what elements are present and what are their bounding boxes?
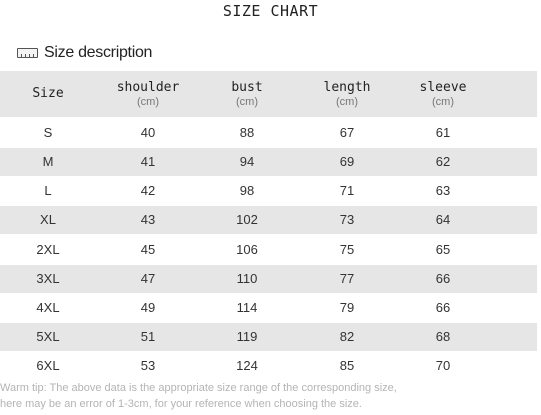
table-row: 4XL 49 114 79 66 bbox=[0, 294, 537, 322]
shoulder-cell: 49 bbox=[140, 300, 156, 315]
sleeve-cell: 62 bbox=[435, 154, 451, 169]
bust-cell: 124 bbox=[236, 358, 258, 373]
ruler-icon bbox=[17, 48, 38, 58]
section-header: Size description bbox=[17, 43, 152, 63]
column-header-bust: bust (cm) bbox=[231, 71, 262, 117]
column-name: shoulder bbox=[116, 79, 180, 95]
length-cell: 75 bbox=[339, 242, 355, 257]
shoulder-cell: 47 bbox=[140, 271, 156, 286]
sleeve-cell: 63 bbox=[435, 183, 451, 198]
sleeve-cell: 66 bbox=[435, 271, 451, 286]
sleeve-cell: 66 bbox=[435, 300, 451, 315]
shoulder-cell: 40 bbox=[140, 125, 156, 140]
warm-tip-line: here may be an error of 1-3cm, for your … bbox=[0, 398, 362, 410]
size-cell: 5XL bbox=[36, 329, 60, 344]
column-name: Size bbox=[32, 86, 64, 101]
shoulder-cell: 43 bbox=[140, 212, 156, 227]
column-unit: (cm) bbox=[236, 95, 258, 108]
column-unit: (cm) bbox=[137, 95, 159, 108]
table-row: XL 43 102 73 64 bbox=[0, 206, 537, 234]
length-cell: 67 bbox=[339, 125, 355, 140]
sleeve-cell: 65 bbox=[435, 242, 451, 257]
bust-cell: 88 bbox=[239, 125, 255, 140]
table-row: 2XL 45 106 75 65 bbox=[0, 236, 537, 264]
table-row: 3XL 47 110 77 66 bbox=[0, 265, 537, 293]
bust-cell: 106 bbox=[236, 242, 258, 257]
length-cell: 79 bbox=[339, 300, 355, 315]
size-cell: XL bbox=[40, 212, 56, 227]
table-header: Size shoulder (cm) bust (cm) length (cm)… bbox=[0, 71, 537, 117]
bust-cell: 102 bbox=[236, 212, 258, 227]
sleeve-cell: 70 bbox=[435, 358, 451, 373]
column-header-sleeve: sleeve (cm) bbox=[420, 71, 467, 117]
table-row: L 42 98 71 63 bbox=[0, 177, 537, 205]
shoulder-cell: 45 bbox=[140, 242, 156, 257]
section-label: Size description bbox=[44, 44, 153, 61]
column-header-length: length (cm) bbox=[324, 71, 371, 117]
bust-cell: 110 bbox=[236, 271, 258, 286]
size-cell: 3XL bbox=[36, 271, 60, 286]
sleeve-cell: 61 bbox=[435, 125, 451, 140]
bust-cell: 114 bbox=[236, 300, 258, 315]
shoulder-cell: 51 bbox=[140, 329, 156, 344]
column-header-size: Size bbox=[32, 71, 63, 117]
bust-cell: 94 bbox=[239, 154, 255, 169]
column-unit: (cm) bbox=[432, 95, 454, 108]
table-row: S 40 88 67 61 bbox=[0, 119, 537, 147]
sleeve-cell: 64 bbox=[435, 212, 451, 227]
column-unit: (cm) bbox=[336, 95, 358, 108]
warm-tip-line: Warm tip: The above data is the appropri… bbox=[0, 382, 397, 394]
size-cell: 4XL bbox=[36, 300, 60, 315]
shoulder-cell: 53 bbox=[140, 358, 156, 373]
shoulder-cell: 41 bbox=[140, 154, 156, 169]
column-name: bust bbox=[231, 79, 263, 95]
size-cell: 6XL bbox=[36, 358, 60, 373]
sleeve-cell: 68 bbox=[435, 329, 451, 344]
length-cell: 85 bbox=[339, 358, 355, 373]
length-cell: 82 bbox=[339, 329, 355, 344]
warm-tip: Warm tip: The above data is the appropri… bbox=[0, 380, 541, 412]
column-name: length bbox=[323, 79, 371, 95]
length-cell: 77 bbox=[339, 271, 355, 286]
table-row: 6XL 53 124 85 70 bbox=[0, 352, 537, 380]
column-name: sleeve bbox=[419, 79, 467, 95]
length-cell: 69 bbox=[339, 154, 355, 169]
length-cell: 73 bbox=[339, 212, 355, 227]
length-cell: 71 bbox=[339, 183, 355, 198]
bust-cell: 119 bbox=[236, 329, 258, 344]
column-header-shoulder: shoulder (cm) bbox=[117, 71, 180, 117]
size-cell: L bbox=[44, 183, 52, 198]
size-cell: 2XL bbox=[36, 242, 60, 257]
shoulder-cell: 42 bbox=[140, 183, 156, 198]
table-row: M 41 94 69 62 bbox=[0, 148, 537, 176]
page-title: SIZE CHART bbox=[222, 2, 319, 20]
table-row: 5XL 51 119 82 68 bbox=[0, 323, 537, 351]
bust-cell: 98 bbox=[239, 183, 255, 198]
size-cell: M bbox=[42, 154, 54, 169]
size-cell: S bbox=[43, 125, 53, 140]
